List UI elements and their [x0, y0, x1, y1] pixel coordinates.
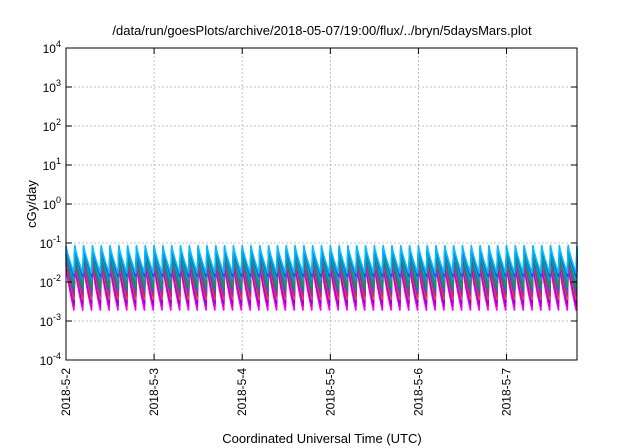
- y-tick-label: 103: [43, 78, 61, 95]
- x-tick-label: 2018-5-2: [59, 368, 73, 416]
- y-tick-label: 10-4: [40, 351, 61, 368]
- x-tick-label: 2018-5-5: [323, 368, 337, 416]
- tick-marks: [65, 47, 577, 361]
- series-group: [65, 244, 578, 311]
- y-tick-label: 10-3: [40, 312, 61, 329]
- y-tick-labels: 10-4 10-3 10-2 10-1 100 101 102 103 104: [40, 39, 61, 368]
- y-tick-label: 10-1: [40, 234, 61, 251]
- x-tick-label: 2018-5-6: [411, 368, 425, 416]
- chart-title: /data/run/goesPlots/archive/2018-05-07/1…: [112, 23, 532, 38]
- y-tick-label: 10-2: [40, 273, 61, 290]
- y-tick-label: 104: [43, 39, 61, 56]
- y-tick-label: 101: [43, 156, 61, 173]
- y-tick-label: 102: [43, 117, 61, 134]
- x-axis-label: Coordinated Universal Time (UTC): [222, 431, 421, 446]
- x-tick-label: 2018-5-4: [235, 368, 249, 416]
- x-tick-labels: 2018-5-2 2018-5-3 2018-5-4 2018-5-5 2018-5-6…: [59, 368, 514, 416]
- y-tick-label: 100: [43, 195, 61, 212]
- y-axis-label: cGy/day: [24, 180, 39, 228]
- series-line-12: [65, 244, 578, 274]
- x-tick-label: 2018-5-7: [500, 368, 514, 416]
- x-tick-label: 2018-5-3: [147, 368, 161, 416]
